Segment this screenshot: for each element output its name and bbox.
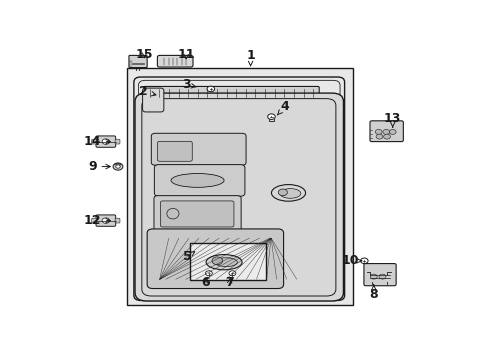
FancyBboxPatch shape [157, 141, 192, 161]
Text: 7: 7 [225, 276, 234, 289]
Circle shape [382, 129, 389, 134]
Text: 9: 9 [88, 160, 110, 173]
Ellipse shape [214, 258, 237, 267]
Circle shape [375, 134, 382, 139]
Bar [189, 243, 265, 280]
FancyBboxPatch shape [115, 218, 120, 223]
FancyBboxPatch shape [369, 121, 403, 141]
Circle shape [102, 218, 109, 223]
Text: 14: 14 [83, 135, 110, 148]
Circle shape [211, 257, 222, 265]
Circle shape [116, 165, 120, 168]
Circle shape [102, 139, 109, 144]
Text: 6: 6 [201, 276, 209, 289]
FancyBboxPatch shape [154, 165, 244, 196]
Circle shape [388, 129, 395, 134]
FancyBboxPatch shape [363, 264, 395, 286]
Text: 4: 4 [277, 100, 288, 115]
FancyBboxPatch shape [96, 215, 116, 226]
Circle shape [278, 189, 287, 196]
FancyBboxPatch shape [135, 93, 343, 301]
Ellipse shape [205, 255, 242, 270]
Circle shape [228, 271, 235, 276]
FancyBboxPatch shape [147, 229, 283, 288]
FancyBboxPatch shape [92, 218, 97, 223]
Circle shape [374, 129, 381, 134]
Ellipse shape [280, 189, 300, 198]
FancyBboxPatch shape [154, 195, 241, 232]
Text: 1: 1 [246, 49, 254, 66]
Text: 10: 10 [341, 254, 361, 267]
Circle shape [267, 114, 275, 120]
Text: 3: 3 [182, 78, 196, 91]
Text: 5: 5 [182, 250, 194, 263]
Ellipse shape [171, 174, 224, 187]
Text: 15: 15 [136, 48, 153, 61]
Text: 11: 11 [177, 48, 195, 61]
FancyBboxPatch shape [142, 88, 163, 112]
Text: 8: 8 [369, 285, 377, 301]
Text: 13: 13 [383, 112, 401, 127]
Ellipse shape [271, 185, 305, 201]
Circle shape [378, 274, 385, 279]
Bar [127, 68, 352, 305]
Circle shape [369, 274, 376, 279]
Text: 2: 2 [139, 85, 156, 98]
Circle shape [113, 163, 122, 170]
FancyBboxPatch shape [160, 201, 233, 227]
Circle shape [383, 134, 389, 139]
FancyBboxPatch shape [96, 136, 116, 147]
Circle shape [205, 271, 212, 276]
FancyBboxPatch shape [115, 139, 120, 144]
FancyBboxPatch shape [92, 139, 97, 144]
FancyBboxPatch shape [157, 55, 193, 67]
FancyBboxPatch shape [151, 133, 245, 165]
FancyBboxPatch shape [129, 55, 147, 68]
Circle shape [206, 86, 214, 92]
FancyBboxPatch shape [143, 86, 319, 100]
Text: 12: 12 [83, 214, 110, 227]
Circle shape [360, 258, 367, 264]
